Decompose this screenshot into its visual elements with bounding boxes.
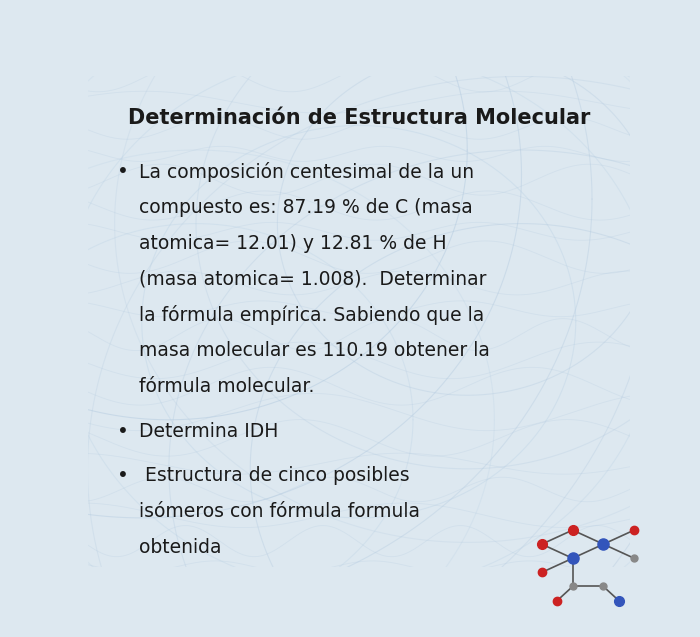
- Text: compuesto es: 87.19 % de C (masa: compuesto es: 87.19 % de C (masa: [139, 198, 473, 217]
- Text: obtenida: obtenida: [139, 538, 221, 557]
- Text: atomica= 12.01) y 12.81 % de H: atomica= 12.01) y 12.81 % de H: [139, 234, 447, 253]
- Text: •: •: [118, 466, 130, 485]
- Text: Determina IDH: Determina IDH: [139, 422, 279, 441]
- Text: la fórmula empírica. Sabiendo que la: la fórmula empírica. Sabiendo que la: [139, 306, 484, 326]
- Text: fórmula molecular.: fórmula molecular.: [139, 377, 314, 396]
- Text: (masa atomica= 1.008).  Determinar: (masa atomica= 1.008). Determinar: [139, 269, 486, 289]
- Text: masa molecular es 110.19 obtener la: masa molecular es 110.19 obtener la: [139, 341, 490, 361]
- Text: •: •: [118, 422, 130, 441]
- Text: isómeros con fórmula formula: isómeros con fórmula formula: [139, 502, 420, 521]
- Text: Determinación de Estructura Molecular: Determinación de Estructura Molecular: [127, 108, 590, 128]
- Text: •: •: [118, 162, 130, 182]
- Text: La composición centesimal de la un: La composición centesimal de la un: [139, 162, 474, 182]
- Text: Estructura de cinco posibles: Estructura de cinco posibles: [139, 466, 410, 485]
